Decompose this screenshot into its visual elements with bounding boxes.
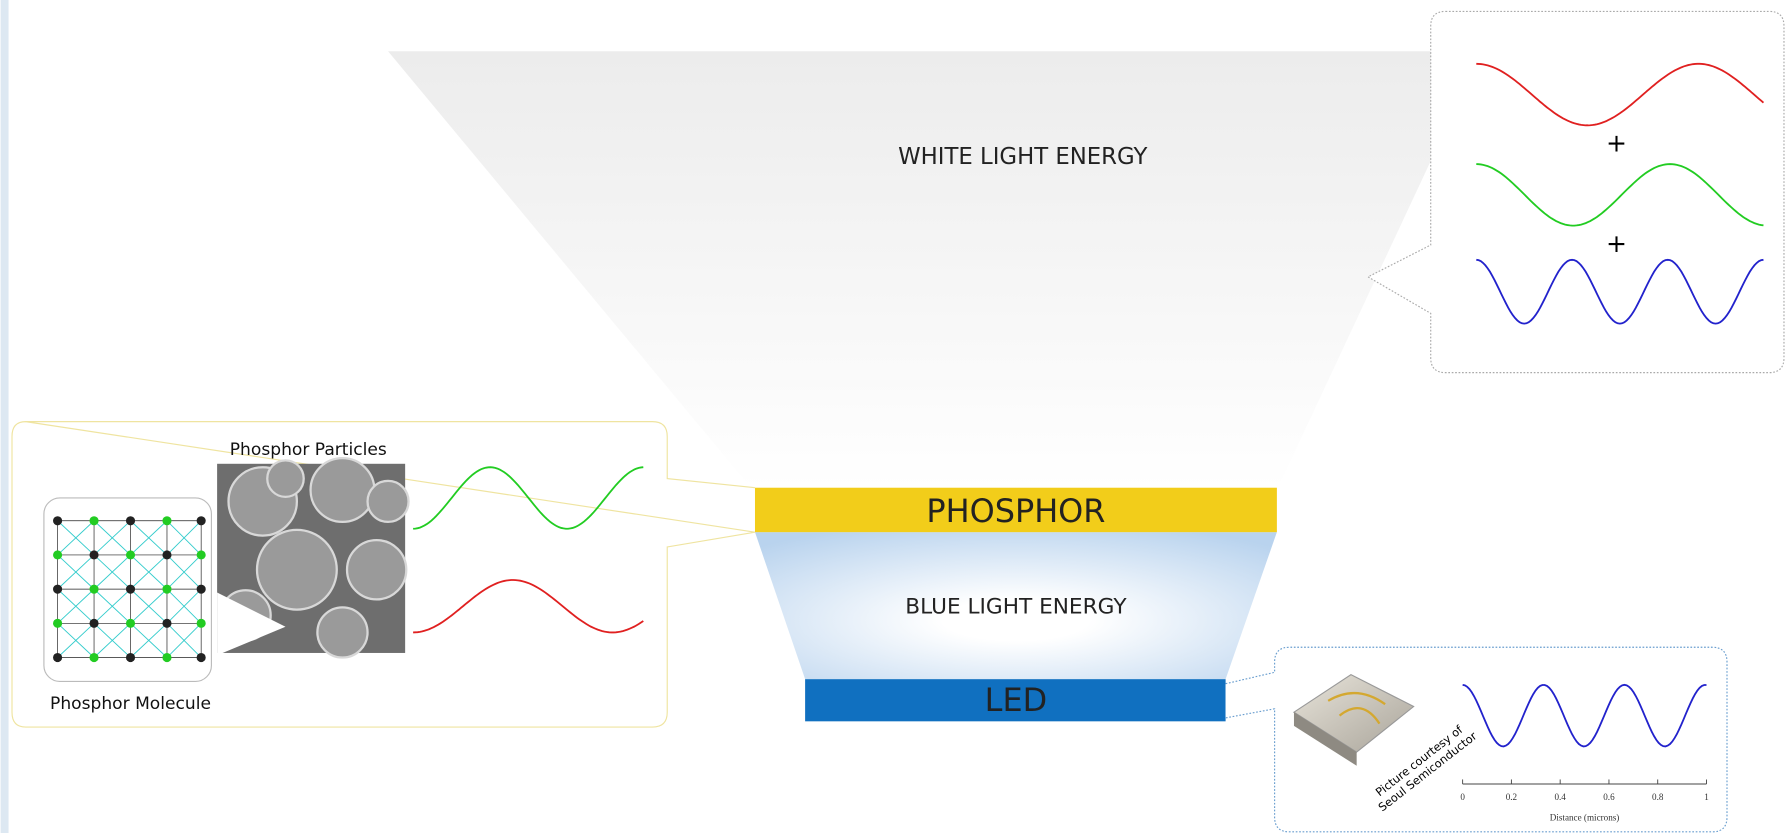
molecule-label: Phosphor Molecule: [50, 694, 211, 714]
atom: [53, 618, 63, 628]
white-light-funnel: [388, 51, 1482, 491]
atom: [89, 550, 99, 560]
phosphor-bar: [754, 487, 1277, 533]
white-light-label: WHITE LIGHT ENERGY: [898, 144, 1147, 170]
particle: [345, 539, 408, 601]
bond: [93, 554, 131, 590]
atom: [125, 618, 136, 628]
atom: [162, 584, 172, 594]
plus-sign: +: [1606, 229, 1627, 258]
bond: [57, 554, 95, 590]
bond: [166, 623, 202, 658]
bond: [93, 622, 131, 658]
particle: [316, 606, 369, 659]
left-strip: [0, 0, 9, 833]
atom: [125, 550, 136, 560]
particle: [309, 456, 376, 524]
particles-label: Phosphor Particles: [230, 440, 387, 460]
atom: [53, 516, 63, 526]
white-wave-callout: [1366, 10, 1785, 374]
atom: [162, 652, 172, 663]
particle: [366, 479, 410, 524]
molecule-pointer: [217, 592, 286, 656]
atom: [53, 652, 63, 663]
wave: [1476, 163, 1764, 227]
atom: [196, 516, 206, 526]
lattice: [53, 516, 206, 663]
blue-light-funnel: [754, 532, 1277, 680]
bond: [166, 588, 202, 624]
axis-tick-label: 0.2: [1506, 792, 1518, 802]
led-chip-side: [1293, 712, 1357, 766]
wave: [1476, 258, 1764, 325]
particle: [266, 459, 305, 498]
bond: [166, 520, 202, 556]
atom: [125, 652, 136, 663]
bond: [166, 554, 202, 590]
atom: [89, 516, 99, 526]
atom: [196, 618, 206, 628]
atom: [89, 652, 99, 663]
atom: [196, 550, 206, 560]
atom: [53, 584, 63, 594]
atom: [162, 618, 172, 628]
atom: [162, 516, 172, 526]
bond: [130, 588, 168, 624]
led-bar: [805, 679, 1226, 722]
bond: [93, 520, 131, 556]
axis-tick-label: 0: [1460, 792, 1465, 802]
phosphor-label: PHOSPHOR: [926, 492, 1105, 530]
atom: [89, 584, 99, 594]
axis-tick-label: 1: [1704, 792, 1709, 802]
atom: [125, 516, 136, 526]
led-wire: [1327, 691, 1386, 725]
bond: [57, 622, 95, 658]
wave: [1462, 683, 1707, 748]
axis-tick-label: 0.6: [1603, 792, 1615, 802]
particle: [255, 528, 338, 611]
wave: [1476, 62, 1765, 127]
blue-light-label: BLUE LIGHT ENERGY: [905, 594, 1127, 619]
bond: [130, 520, 168, 556]
atom: [162, 550, 172, 560]
plus-sign: +: [1606, 129, 1627, 158]
atom: [196, 652, 206, 663]
wave: [413, 466, 644, 530]
bond: [57, 520, 95, 556]
atom: [53, 550, 63, 560]
atom: [89, 618, 99, 628]
axis-tick-label: 0.8: [1652, 792, 1664, 802]
bond: [93, 588, 131, 624]
wave: [413, 579, 644, 634]
bond: [130, 554, 168, 590]
atom: [196, 584, 206, 594]
atom: [125, 584, 136, 594]
led-label: LED: [985, 681, 1047, 719]
bond: [57, 588, 95, 624]
axis-tick-label: 0.4: [1554, 792, 1566, 802]
bond: [130, 622, 168, 658]
axis-label: Distance (microns): [1550, 812, 1620, 822]
